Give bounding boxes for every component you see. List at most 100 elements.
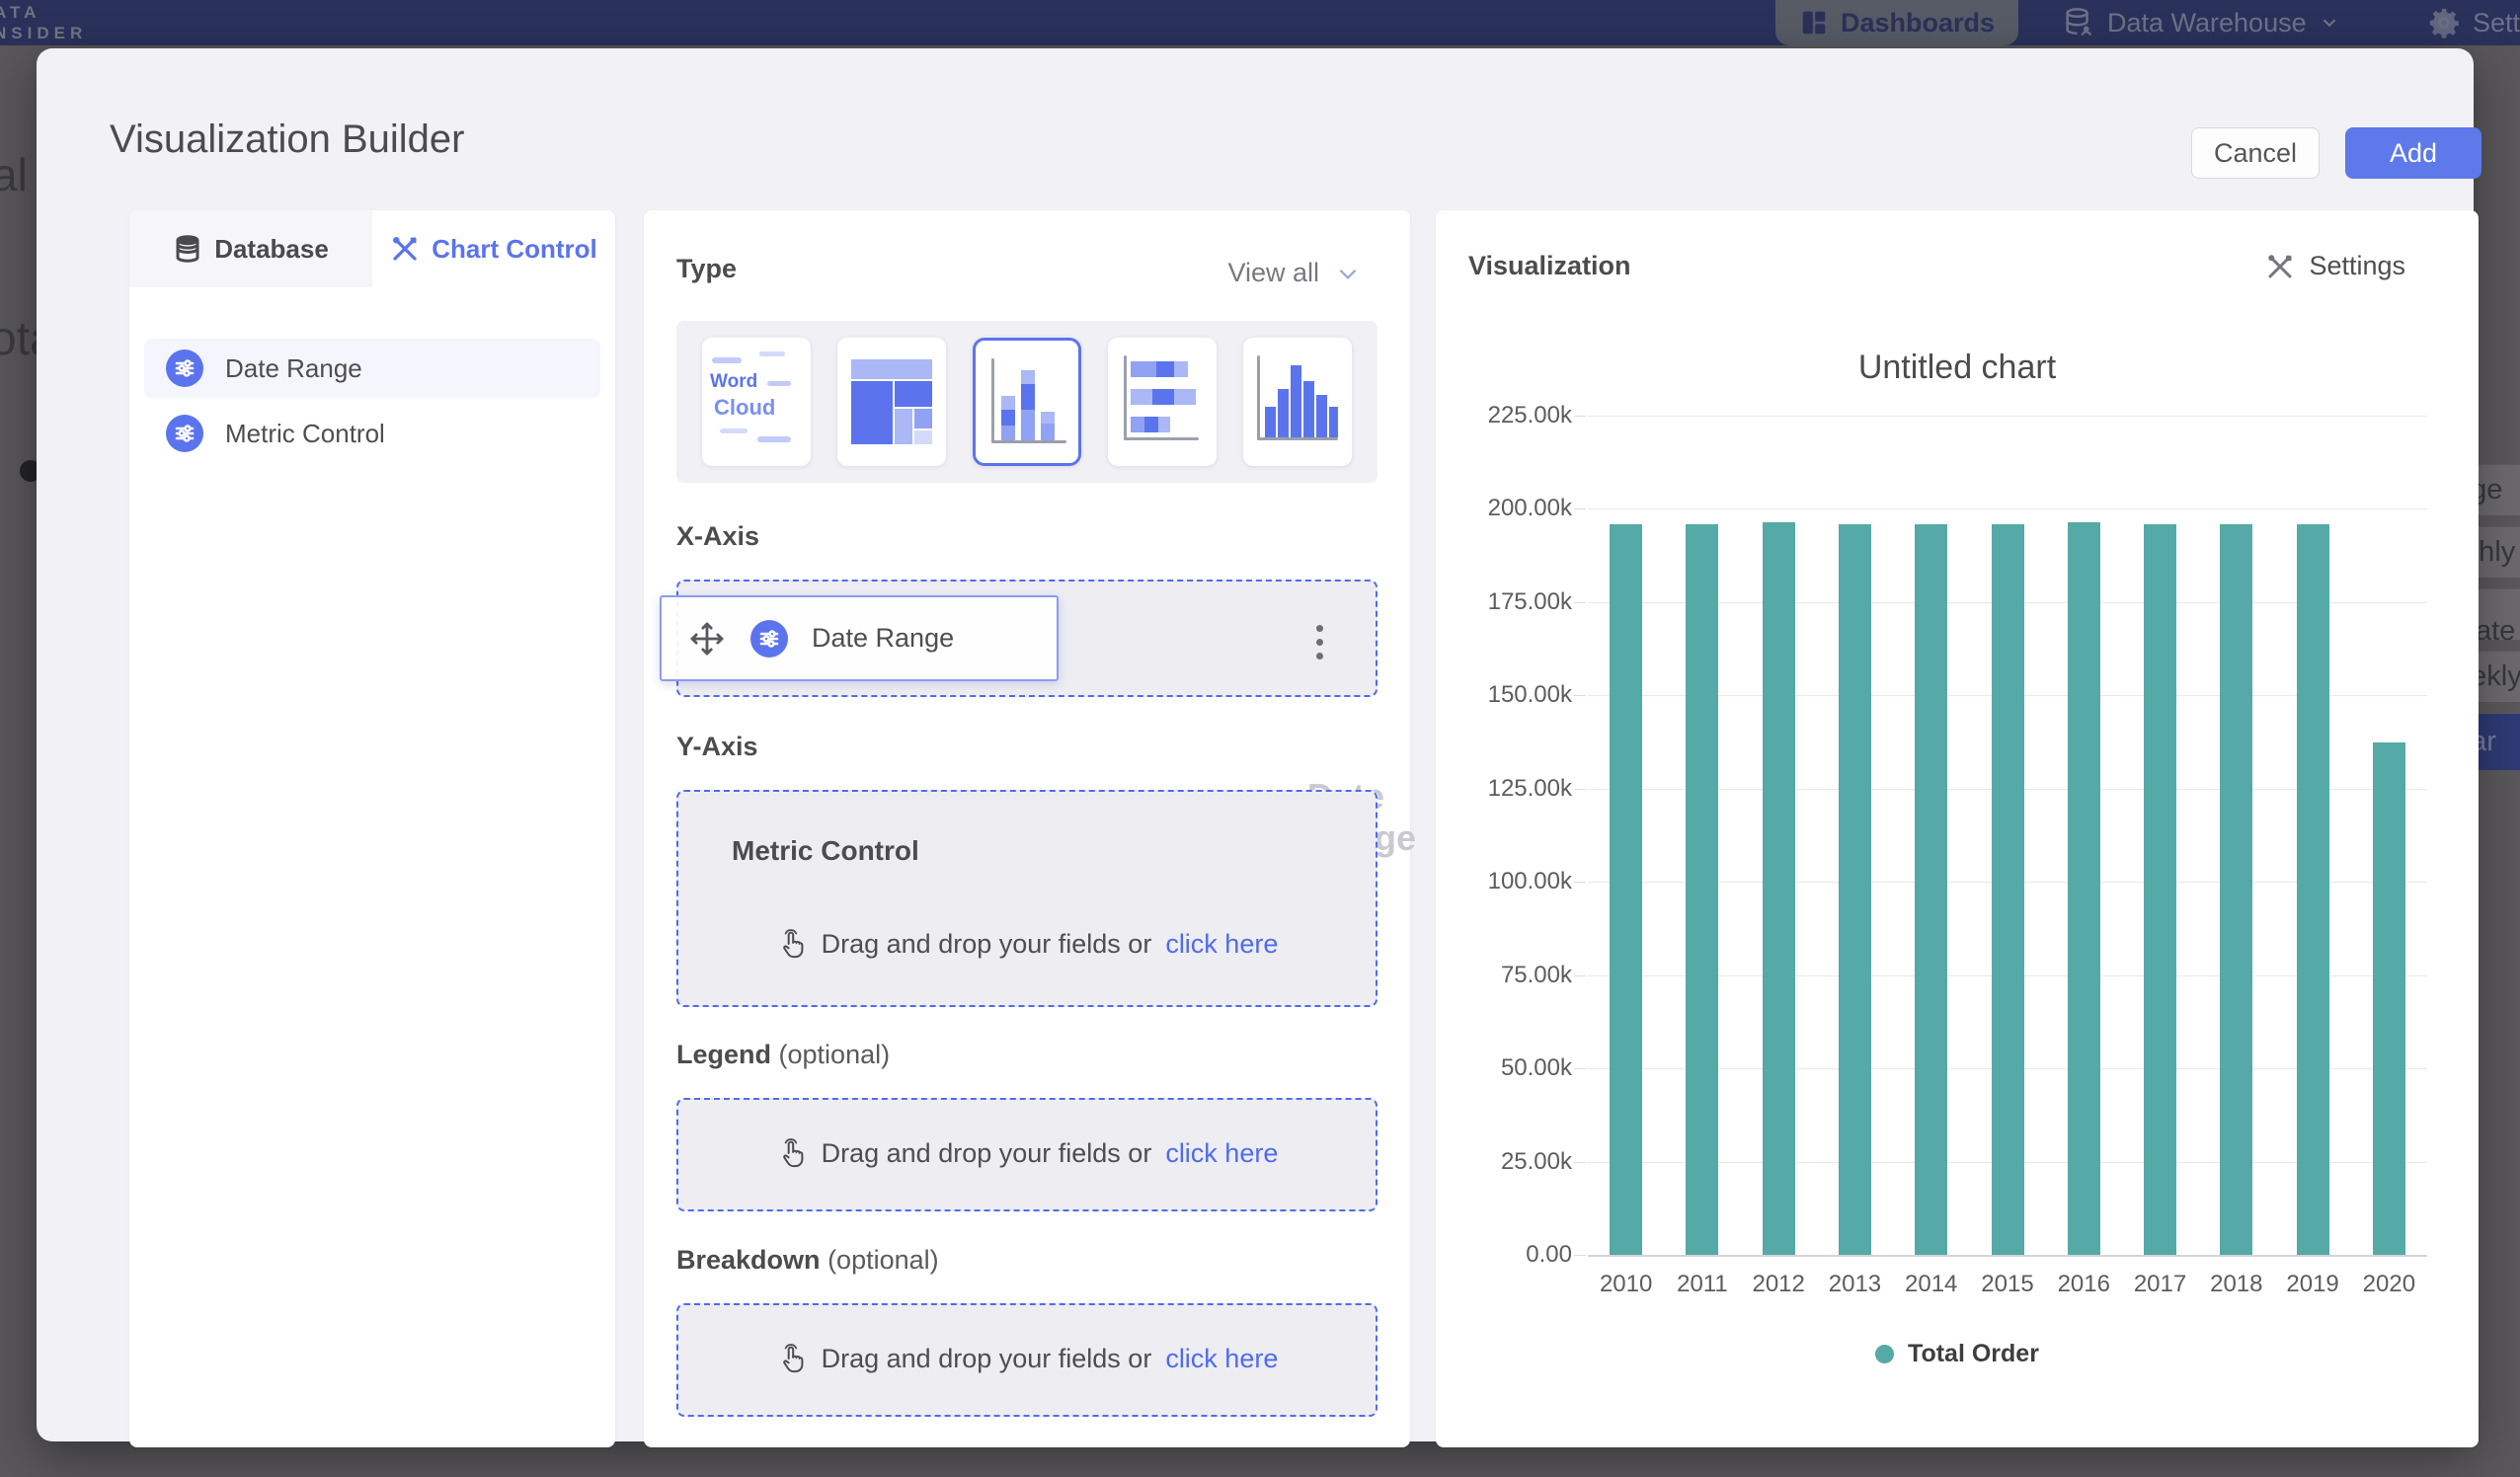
- x-axis-tick-label: 2018: [2197, 1271, 2276, 1298]
- visualization-settings-button[interactable]: Settings: [2265, 251, 2405, 281]
- axis-line: [991, 440, 1066, 443]
- bar-2010[interactable]: [1610, 524, 1642, 1255]
- move-icon: [687, 619, 727, 659]
- y-axis-tick-label: 25.00k: [1444, 1148, 1572, 1176]
- wordcloud-word: Word: [710, 371, 757, 393]
- stack-seg: [1174, 389, 1196, 405]
- drop-click-here-link[interactable]: click here: [1165, 1344, 1278, 1374]
- gear-icon: [2427, 6, 2461, 39]
- nav-dashboards[interactable]: Dashboards: [1775, 0, 2018, 45]
- treemap-block: [895, 409, 912, 444]
- legend-optional: (optional): [779, 1040, 891, 1069]
- view-all-dropdown[interactable]: View all: [1227, 258, 1361, 288]
- chart-type-treemap[interactable]: [837, 338, 946, 466]
- nav-data-warehouse[interactable]: Data Warehouse: [2062, 0, 2340, 45]
- left-panel-tabs: Database Chart Control: [129, 210, 615, 287]
- x-axis-tick-label: 2015: [1968, 1271, 2047, 1298]
- tab-chart-control[interactable]: Chart Control: [372, 210, 615, 287]
- visualization-panel-title: Visualization: [1468, 251, 1631, 281]
- wordcloud-mini-word: [712, 357, 742, 363]
- axis-line: [1124, 437, 1199, 440]
- view-all-label: View all: [1227, 258, 1319, 288]
- stack-seg: [1131, 389, 1152, 405]
- breakdown-dropzone[interactable]: Drag and drop your fields or click here: [676, 1303, 1378, 1417]
- chart-type-stacked-bar[interactable]: [1108, 338, 1217, 466]
- treemap-block: [851, 381, 893, 444]
- field-item-metric-control[interactable]: Metric Control: [144, 404, 600, 463]
- database-icon: [173, 234, 202, 264]
- date-range-chip[interactable]: Date Range: [660, 595, 1059, 681]
- drop-click-here-link[interactable]: click here: [1165, 1138, 1278, 1169]
- settings-label: Settings: [2309, 251, 2405, 281]
- stack-seg: [1174, 361, 1188, 377]
- tab-database-label: Database: [214, 234, 329, 265]
- stack-seg: [1001, 426, 1015, 440]
- cancel-button[interactable]: Cancel: [2191, 127, 2320, 179]
- nav-settings[interactable]: Setti: [2427, 0, 2520, 45]
- visualization-panel: Visualization Settings Untitled chart 0.…: [1436, 210, 2479, 1447]
- stack-seg: [1041, 424, 1055, 440]
- treemap-block: [914, 430, 932, 444]
- chart-legend[interactable]: Total Order: [1436, 1340, 2479, 1368]
- bar-2017[interactable]: [2144, 524, 2176, 1255]
- drop-hint-text: Drag and drop your fields or: [822, 1138, 1152, 1169]
- stack-seg: [1156, 361, 1174, 377]
- field-item-label: Metric Control: [225, 419, 385, 449]
- stack-seg: [1041, 412, 1055, 424]
- y-axis-dropzone[interactable]: Metric Control Drag and drop your fields…: [676, 790, 1378, 1007]
- stack-seg: [1001, 410, 1015, 426]
- y-axis-tick-mark: [1574, 602, 1586, 603]
- nav-data-warehouse-label: Data Warehouse: [2107, 8, 2307, 39]
- y-axis-tick-mark: [1574, 789, 1586, 790]
- treemap-block: [851, 359, 932, 379]
- wordcloud-mini-word: [767, 381, 791, 386]
- x-axis-tick-label: 2019: [2273, 1271, 2352, 1298]
- tab-chart-control-label: Chart Control: [432, 234, 597, 265]
- bar-2016[interactable]: [2068, 522, 2100, 1255]
- logo-line-1: ATA: [0, 2, 87, 23]
- chart-type-column[interactable]: [1243, 338, 1352, 466]
- x-axis-label: X-Axis: [676, 521, 759, 552]
- y-axis-tick-label: 75.00k: [1444, 962, 1572, 989]
- drop-click-here-link[interactable]: click here: [1165, 929, 1278, 960]
- wordcloud-mini-word: [720, 428, 748, 433]
- bar-2018[interactable]: [2220, 524, 2252, 1255]
- type-section-label: Type: [676, 254, 737, 284]
- stack-seg: [1021, 370, 1035, 384]
- stack-seg: [1021, 384, 1035, 410]
- chart-type-stacked-column-selected[interactable]: [973, 338, 1081, 466]
- wordcloud-mini-word: [759, 351, 785, 356]
- field-item-date-range[interactable]: Date Range: [144, 339, 600, 398]
- bar-2011[interactable]: [1686, 524, 1718, 1255]
- bar-2013[interactable]: [1839, 524, 1871, 1255]
- y-axis-tick-label: 125.00k: [1444, 775, 1572, 803]
- legend-label: Legend: [676, 1040, 771, 1069]
- bar-2019[interactable]: [2297, 524, 2329, 1255]
- bar-2020[interactable]: [2373, 742, 2405, 1255]
- add-button[interactable]: Add: [2345, 127, 2481, 179]
- tap-hand-icon: [776, 928, 808, 960]
- stack-seg: [1152, 389, 1174, 405]
- chart-type-wordcloud[interactable]: Word Cloud: [702, 338, 811, 466]
- bar-2012[interactable]: [1763, 522, 1795, 1255]
- y-axis-tick-mark: [1574, 882, 1586, 883]
- y-axis-tick-label: 150.00k: [1444, 681, 1572, 709]
- bar-2014[interactable]: [1915, 524, 1947, 1255]
- x-axis-tick-label: 2014: [1892, 1271, 1971, 1298]
- y-axis-tick-mark: [1574, 695, 1586, 696]
- drop-hint: Drag and drop your fields or click here: [678, 928, 1376, 960]
- chip-options-kebab-icon[interactable]: [1316, 625, 1323, 660]
- column-bar: [1316, 395, 1327, 437]
- wordcloud-mini-word: [757, 436, 791, 442]
- drop-hint: Drag and drop your fields or click here: [678, 1343, 1376, 1374]
- bar-2015[interactable]: [1992, 524, 2024, 1255]
- breakdown-section-label: Breakdown (optional): [676, 1245, 939, 1276]
- logo-line-2: NSIDER: [0, 23, 87, 43]
- y-axis-tick-label: 200.00k: [1444, 495, 1572, 522]
- wordcloud-word: Cloud: [714, 395, 775, 421]
- nav-settings-label: Setti: [2473, 8, 2520, 39]
- stack-seg: [1158, 417, 1170, 432]
- y-axis-tick-label: 0.00: [1444, 1241, 1572, 1269]
- tab-database[interactable]: Database: [129, 210, 372, 287]
- legend-dropzone[interactable]: Drag and drop your fields or click here: [676, 1098, 1378, 1211]
